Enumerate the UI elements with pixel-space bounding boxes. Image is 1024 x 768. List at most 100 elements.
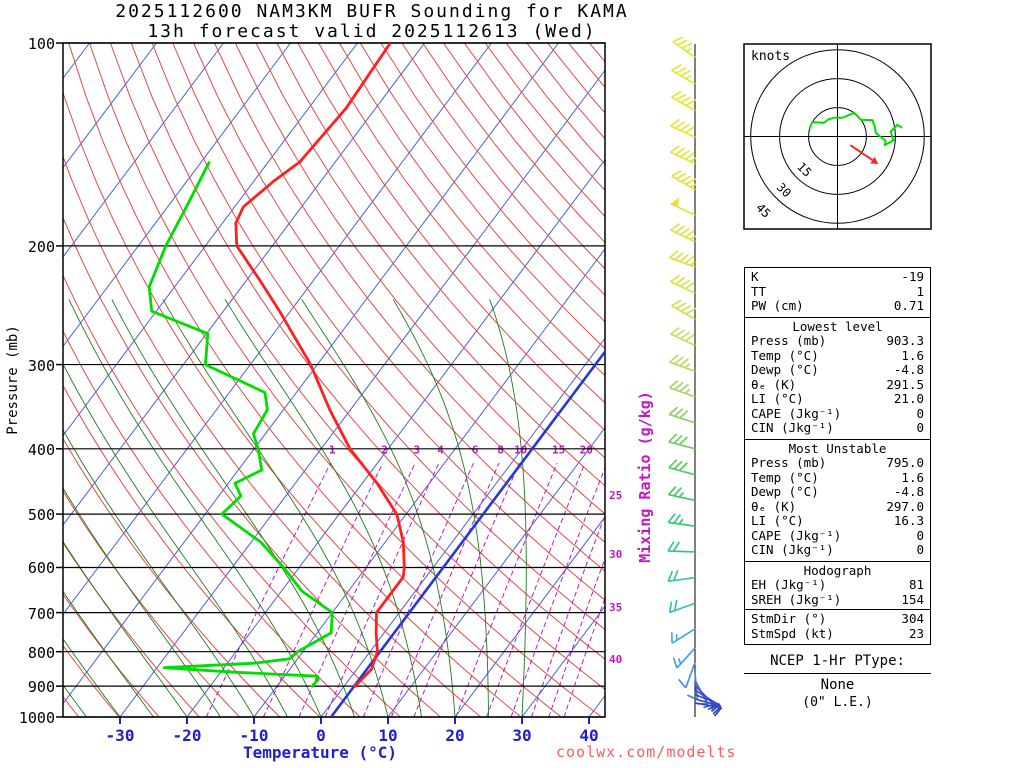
mixing-ratio-value-label: 2 (381, 444, 388, 457)
stat-row: Dewp (°C) -4.8 (745, 484, 930, 500)
mixing-ratio-value-label: 25 (609, 489, 622, 502)
lowest-level-header: Lowest level (792, 318, 883, 334)
wind-barb (669, 250, 696, 268)
hodograph-rings (744, 44, 931, 229)
pressure-tick-label: 500 (27, 506, 55, 525)
stat-label: TT (751, 283, 767, 299)
temperature-axis-label: Temperature (°C) (243, 743, 397, 762)
wind-barb (672, 647, 696, 669)
ptype-note: (0" L.E.) (802, 695, 873, 710)
stat-value: -19 (901, 269, 924, 284)
hodograph-frame (743, 43, 932, 230)
stat-row: LI (°C) 16.3 (745, 513, 930, 529)
pressure-tick-label: 600 (27, 559, 55, 578)
stat-label: Dewp (°C) (751, 484, 819, 499)
mixing-ratio-value-label: 6 (472, 444, 479, 457)
stat-value: 297.0 (886, 498, 924, 514)
stat-label: θₑ (K) (751, 498, 797, 514)
stat-label: Temp (°C) (751, 469, 819, 485)
stat-row: StmSpd (kt) 23 (745, 625, 930, 642)
stat-row: SREH (Jkg⁻¹) 154 (745, 592, 930, 608)
wind-barb (668, 406, 696, 424)
stat-value: 0 (916, 527, 924, 543)
title-line-1: 2025112600 NAM3KM BUFR Sounding for KAMA (115, 1, 629, 22)
stat-row: LI (°C) 21.0 (745, 391, 930, 407)
stat-label: Dewp (°C) (751, 362, 819, 377)
wind-barb (669, 379, 696, 398)
hodograph-trace (808, 111, 903, 147)
stat-value: 291.5 (886, 376, 924, 392)
stat-row: Temp (°C) 1.6 (745, 469, 930, 486)
wind-barb (670, 327, 696, 347)
stat-label: K (751, 269, 759, 284)
stat-value: 16.3 (893, 513, 924, 528)
stat-row: CIN (Jkg⁻¹) 0 (745, 542, 930, 558)
wind-barb (671, 299, 696, 321)
stat-value: 81 (908, 577, 924, 592)
wind-barb (670, 274, 696, 294)
pressure-tick-label: 800 (27, 643, 55, 662)
hodograph-header: Hodograph (803, 562, 872, 578)
wind-barb (667, 541, 696, 553)
wind-barb (669, 354, 696, 373)
storm-motion-arrow (849, 144, 874, 161)
stat-value: 23 (908, 625, 924, 641)
temperature-tick-label: 10 (378, 726, 398, 745)
temperature-tick-label: 30 (512, 726, 532, 745)
mixing-ratio-value-label: 35 (609, 601, 622, 614)
mixing-ratio-value-label: 30 (609, 548, 622, 561)
hodograph-units-label: knots (751, 49, 790, 64)
stat-label: CAPE (Jkg⁻¹) (751, 527, 842, 543)
temperature-tick-label: 20 (445, 726, 465, 745)
wind-barb (668, 459, 696, 476)
stat-label: CAPE (Jkg⁻¹) (751, 405, 842, 421)
mixing-ratio-axis-label: Mixing Ratio (g/kg) (636, 391, 654, 563)
mixing-ratio-value-label: 8 (497, 444, 504, 457)
stat-label: Press (mb) (751, 333, 827, 348)
stat-row: Press (mb) 903.3 (745, 333, 930, 349)
hodograph-table: Hodograph EH (Jkg⁻¹) 81 SREH (Jkg⁻¹) 154 St… (744, 560, 931, 645)
wind-barb (694, 702, 723, 717)
watermark-link[interactable]: coolwx.com/modelts (556, 743, 737, 761)
temperature-tick-label: -30 (105, 726, 135, 745)
stat-label: EH (Jkg⁻¹) (751, 577, 827, 592)
wind-barb (670, 145, 696, 165)
wind-barb (670, 628, 696, 644)
hodograph-ring-label: 30 (774, 180, 794, 200)
stat-value: 1.6 (901, 347, 924, 363)
indices-table: K -19 TT 1 PW (cm) 0.71 (744, 267, 931, 318)
temperature-curve (234, 43, 406, 689)
wind-barb (671, 169, 697, 191)
table-divider (745, 609, 930, 610)
stat-label: CIN (Jkg⁻¹) (751, 420, 834, 435)
temperature-ticks (119, 717, 590, 724)
stat-label: CIN (Jkg⁻¹) (751, 542, 834, 557)
stat-value: 0.71 (893, 298, 924, 313)
wind-barb (670, 223, 696, 243)
wind-barb (671, 90, 696, 112)
stat-value: 0 (916, 542, 924, 557)
mixing-ratio-value-label: 3 (413, 444, 420, 457)
mixing-ratio-labels: 1 2 3 4 6 8 10 15 20 25 30 35 40 (329, 444, 622, 666)
stat-row: EH (Jkg⁻¹) 81 (745, 577, 930, 593)
pressure-tick-label: 400 (27, 440, 55, 459)
hodograph-ring-label: 45 (753, 201, 773, 221)
plot-frame (62, 42, 606, 718)
stat-value: 0 (916, 405, 924, 421)
temperature-tick-label: -20 (172, 726, 202, 745)
wind-barb (670, 197, 696, 216)
storm-motion-arrowhead (870, 156, 879, 164)
lowest-level-table: Lowest level Press (mb) 903.3 Temp (°C) 1.6… (744, 316, 931, 440)
mixing-ratio-value-label: 20 (580, 444, 593, 457)
stat-row: K -19 (745, 269, 930, 285)
ptype-title: NCEP 1-Hr PType: (744, 652, 931, 674)
wind-barb (672, 36, 696, 58)
dewpoint-curve (147, 161, 334, 689)
highlight-isotherm-line (330, 349, 605, 717)
stat-row: CIN (Jkg⁻¹) 0 (745, 420, 930, 436)
wind-barb (668, 599, 696, 614)
moist-adiabat-lines (63, 299, 527, 717)
pressure-axis-label: Pressure (mb) (5, 325, 21, 435)
hodograph-ring-label: 15 (794, 160, 814, 180)
